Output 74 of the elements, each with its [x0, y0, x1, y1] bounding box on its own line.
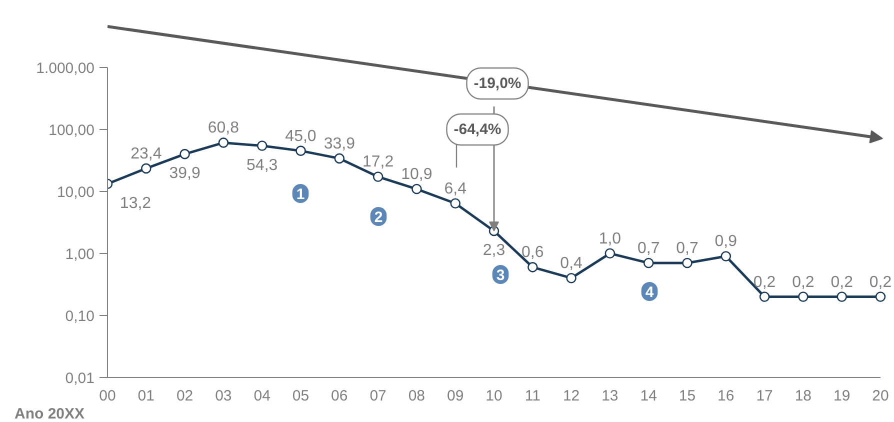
x-tick-label: 19 — [834, 388, 850, 404]
data-label: 54,3 — [246, 156, 278, 174]
data-label: 23,4 — [130, 145, 162, 162]
point — [528, 262, 538, 272]
point — [836, 292, 847, 302]
point — [875, 292, 886, 302]
point — [643, 258, 654, 268]
x-tick-label: 12 — [562, 388, 580, 404]
data-label: 10,9 — [401, 166, 432, 184]
y-tick-label: 0,01 — [65, 370, 95, 387]
x-tick-label: 20 — [872, 388, 889, 404]
x-tick-label: 16 — [718, 388, 734, 404]
x-tick-label: 15 — [678, 388, 696, 404]
x-tick-label: 02 — [176, 388, 194, 404]
point — [334, 153, 345, 164]
x-tick-label: 05 — [292, 388, 310, 404]
y-tick-label: 10,00 — [56, 184, 95, 201]
point — [604, 248, 616, 259]
data-label: 0,6 — [522, 244, 544, 262]
data-label: 2,3 — [482, 242, 506, 259]
data-label: 39,9 — [169, 165, 200, 182]
data-label: 0,2 — [753, 274, 776, 291]
data-label: 0,2 — [792, 274, 814, 291]
data-label: 0,4 — [560, 255, 583, 272]
point — [296, 146, 306, 156]
point — [180, 148, 190, 160]
data-label: 17,2 — [362, 154, 394, 171]
y-tick-label: 1,00 — [65, 246, 95, 263]
data-label: 45,0 — [285, 128, 316, 145]
data-label: 0,7 — [637, 240, 660, 258]
data-label: 33,9 — [324, 135, 356, 152]
data-label: 0,2 — [830, 274, 854, 291]
x-tick-label: 14 — [640, 388, 657, 404]
data-label: 6,4 — [444, 180, 467, 198]
data-label: 0,7 — [676, 240, 698, 258]
x-tick-label: 17 — [756, 388, 773, 404]
y-tick-label: 1.000,00 — [36, 60, 94, 77]
x-tick-label: 18 — [794, 388, 812, 404]
x-tick-label: 04 — [254, 388, 270, 404]
point — [256, 140, 268, 151]
annotation: -64,4% — [454, 121, 502, 138]
x-axis-title: Ano 20XX — [14, 406, 85, 422]
x-tick-label: 07 — [370, 388, 386, 404]
annotation: 3 — [496, 267, 505, 284]
point — [218, 138, 229, 148]
x-tick-label: 01 — [138, 388, 154, 404]
point — [450, 198, 460, 209]
annotation: 1 — [296, 186, 305, 203]
annotation: 2 — [374, 209, 383, 226]
data-label: 1,0 — [598, 230, 622, 248]
point — [682, 258, 692, 268]
y-tick-label: 100,00 — [48, 122, 95, 139]
x-tick-label: 11 — [524, 388, 540, 404]
x-tick-label: 08 — [408, 388, 426, 404]
x-tick-label: 03 — [215, 388, 232, 404]
point — [141, 163, 152, 174]
x-tick-label: 06 — [331, 388, 348, 404]
data-label: 60,8 — [208, 120, 240, 137]
x-tick-label: 10 — [486, 388, 502, 404]
x-tick-label: 00 — [99, 388, 116, 404]
point — [372, 172, 384, 182]
y-tick-label: 0,10 — [65, 308, 95, 325]
data-label: 13,2 — [120, 194, 152, 212]
data-label: 0,9 — [714, 233, 738, 250]
x-tick-label: 13 — [602, 388, 618, 404]
point — [798, 292, 808, 302]
data-label: 0,2 — [869, 274, 892, 291]
annotation: -19,0% — [474, 75, 522, 92]
point — [759, 292, 770, 302]
point — [720, 251, 732, 262]
annotation: 4 — [645, 284, 654, 301]
x-tick-label: 09 — [447, 388, 464, 404]
point — [412, 184, 422, 194]
point — [566, 272, 576, 284]
